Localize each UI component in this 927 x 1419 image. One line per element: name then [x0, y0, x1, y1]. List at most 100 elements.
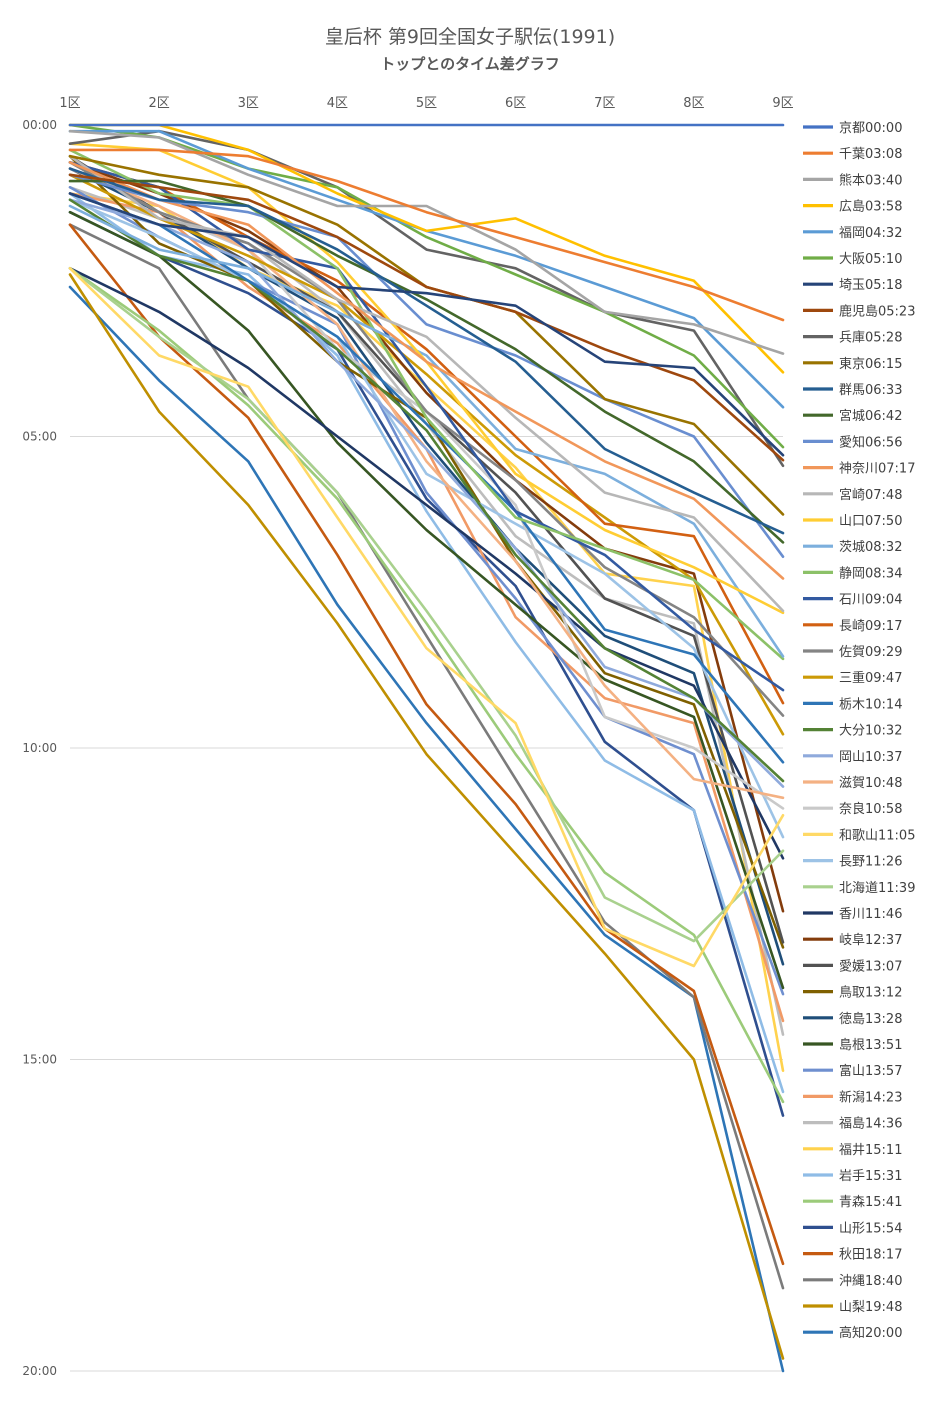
chart-subtitle: トップとのタイム差グラフ: [380, 55, 560, 73]
legend-label: 福岡04:32: [839, 226, 902, 241]
x-tick-label: 5区: [416, 96, 437, 111]
legend-label: 沖縄18:40: [839, 1274, 902, 1289]
series-line: [68, 223, 785, 1290]
legend-label: 富山13:57: [839, 1063, 902, 1079]
series-line: [68, 123, 785, 374]
legend-label: 岩手15:31: [839, 1169, 902, 1184]
legend-label: 宮城06:42: [839, 408, 902, 424]
legend-label: 高知20:00: [839, 1325, 902, 1341]
x-tick-label: 8区: [683, 96, 704, 111]
y-tick-label: 20:00: [22, 1364, 57, 1378]
series-line: [68, 129, 785, 355]
series-line: [68, 198, 785, 788]
x-axis-tick-labels: 1区 2区 3区 4区 5区 6区 7区 8区 9区: [59, 96, 793, 111]
legend-label: 宮崎07:48: [839, 487, 902, 503]
series-line: [68, 173, 785, 736]
series-line: [68, 161, 785, 717]
legend-label: 和歌山11:05: [839, 828, 915, 843]
legend-label: 東京06:15: [839, 356, 902, 372]
y-tick-label: 00:00: [22, 118, 57, 132]
legend-label: 山形15:54: [839, 1221, 902, 1236]
series-line: [68, 266, 785, 968]
legend: 京都00:00 千葉03:08 熊本03:40 広島03:58 福岡04:32 大阪05:…: [803, 121, 915, 1341]
x-tick-label: 3区: [238, 96, 259, 111]
series-line: [68, 192, 785, 1094]
legend-label: 三重09:47: [839, 670, 902, 686]
series-line: [68, 204, 785, 658]
legend-label: 福島14:36: [839, 1117, 902, 1132]
series-line: [68, 161, 785, 580]
legend-label: 愛知06:56: [839, 434, 902, 450]
y-tick-label: 05:00: [22, 430, 57, 444]
legend-label: 静岡08:34: [839, 566, 902, 581]
legend-label: 千葉03:08: [839, 147, 902, 162]
legend-label: 岐阜12:37: [839, 932, 902, 948]
legend-label: 神奈川07:17: [839, 462, 915, 477]
legend-label: 長野11:26: [839, 855, 902, 870]
legend-label: 福井15:11: [839, 1143, 902, 1158]
x-tick-label: 7区: [594, 96, 615, 111]
legend-label: 京都00:00: [839, 121, 902, 136]
series-line: [68, 210, 785, 1117]
legend-label: 青森15:41: [839, 1195, 902, 1210]
series-line: [68, 148, 785, 661]
series-line: [68, 161, 785, 913]
legend-label: 秋田18:17: [839, 1248, 902, 1263]
series-line: [68, 273, 785, 1360]
legend-label: 大阪05:10: [839, 252, 902, 267]
legend-label: 島根13:51: [839, 1038, 902, 1053]
x-tick-label: 1区: [59, 96, 80, 111]
legend-label: 埼玉05:18: [839, 278, 902, 293]
x-tick-label: 6区: [505, 96, 526, 111]
legend-label: 石川09:04: [839, 593, 902, 608]
series-line: [68, 167, 785, 800]
legend-label: 佐賀09:29: [839, 645, 902, 660]
legend-label: 群馬06:33: [839, 383, 902, 398]
legend-label: 香川11:46: [839, 907, 902, 922]
legend-label: 滋賀10:48: [839, 776, 902, 791]
series-line: [68, 173, 785, 462]
legend-label: 兵庫05:28: [839, 331, 902, 346]
legend-label: 鹿児島05:23: [839, 303, 915, 319]
series-line: [68, 210, 785, 990]
series-line: [68, 173, 785, 559]
legend-label: 鳥取13:12: [839, 986, 902, 1001]
series-line: [68, 198, 785, 783]
legend-label: 熊本03:40: [839, 172, 902, 188]
series-line: [68, 266, 785, 860]
series-lines: [68, 123, 785, 1373]
series-line: [68, 154, 785, 613]
series-line: [68, 192, 785, 764]
legend-label: 奈良10:58: [839, 801, 902, 817]
series-line: [68, 192, 785, 457]
series-line: [68, 148, 785, 322]
series-line: [68, 123, 785, 449]
y-tick-label: 10:00: [22, 741, 57, 755]
x-tick-label: 9区: [772, 96, 793, 111]
legend-label: 新潟14:23: [839, 1089, 902, 1105]
x-tick-label: 4区: [327, 96, 348, 111]
series-line: [68, 167, 785, 535]
series-line: [68, 266, 785, 1104]
y-tick-label: 15:00: [22, 1053, 57, 1067]
series-line: [68, 198, 785, 839]
legend-label: 茨城08:32: [839, 540, 902, 555]
legend-label: 山口07:50: [839, 514, 902, 529]
legend-label: 長崎09:17: [839, 619, 902, 634]
series-line: [68, 129, 785, 468]
legend-label: 北海道11:39: [839, 881, 915, 896]
legend-label: 広島03:58: [839, 200, 902, 215]
x-tick-label: 2区: [148, 96, 169, 111]
series-line: [68, 179, 785, 544]
legend-label: 愛媛13:07: [839, 959, 902, 974]
legend-label: 大分10:32: [839, 724, 902, 739]
chart-title: 皇后杯 第9回全国女子駅伝(1991): [325, 26, 615, 48]
legend-label: 徳島13:28: [839, 1012, 902, 1027]
series-line: [68, 223, 785, 1266]
series-line: [68, 266, 785, 943]
series-line: [68, 285, 785, 1373]
legend-label: 山梨19:48: [839, 1300, 902, 1315]
legend-label: 栃木10:14: [839, 697, 902, 712]
